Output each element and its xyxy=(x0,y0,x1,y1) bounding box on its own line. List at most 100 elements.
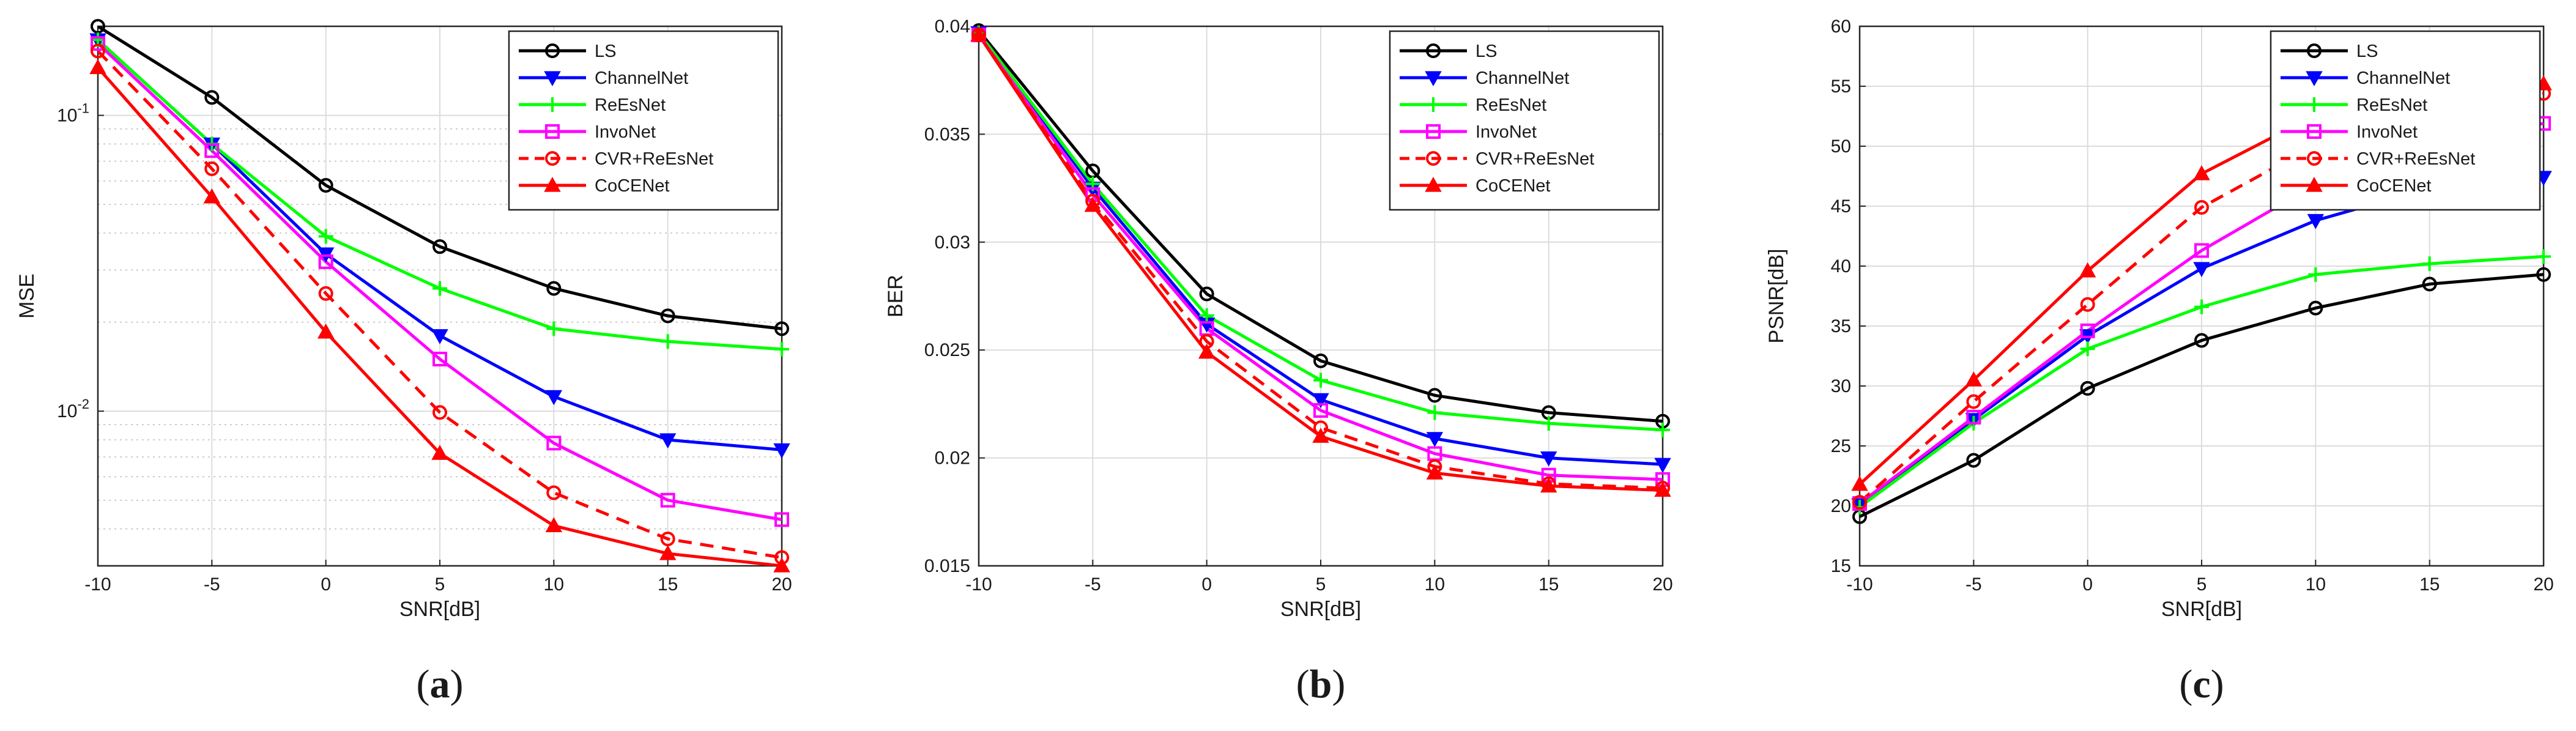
data-point-cocenet xyxy=(1851,475,1868,491)
data-point-invonet xyxy=(774,512,789,527)
x-tick-label: 0 xyxy=(321,574,331,595)
y-axis-title: MSE xyxy=(15,273,39,319)
legend-label: ReEsNet xyxy=(595,95,666,115)
y-tick-label: 30 xyxy=(1831,376,1851,396)
legend-label: CoCENet xyxy=(2356,176,2432,196)
legend-label: CoCENet xyxy=(595,176,670,196)
x-axis-title: SNR[dB] xyxy=(2161,598,2242,621)
data-point-reesnet xyxy=(546,321,562,336)
series-line-cvr-reesnet xyxy=(1860,92,2544,503)
panel-label: (a) xyxy=(417,662,464,707)
x-tick-label: 5 xyxy=(1316,574,1326,595)
legend-label: LS xyxy=(595,42,616,61)
y-tick-label-exponent: -2 xyxy=(77,396,89,412)
legend-swatch-marker xyxy=(544,71,561,87)
panel-label-close-paren: ) xyxy=(2211,662,2224,707)
data-point-reesnet xyxy=(1541,416,1556,431)
data-point-cocenet xyxy=(1198,343,1216,359)
data-point-cvr-reesnet xyxy=(432,405,447,420)
legend-swatch-marker xyxy=(2306,71,2323,87)
data-point-cocenet xyxy=(1084,196,1102,212)
y-tick-label: 15 xyxy=(1831,556,1851,576)
y-tick-label: 0.02 xyxy=(935,448,970,469)
legend-label: CVR+ReEsNet xyxy=(595,149,713,169)
legend-swatch-marker xyxy=(1426,151,1441,166)
legend-swatch-marker xyxy=(1425,71,1442,87)
x-tick-label: 5 xyxy=(435,574,445,595)
data-point-channelnet xyxy=(659,433,677,449)
data-point-cocenet xyxy=(1654,481,1671,497)
x-tick-label: 5 xyxy=(2197,574,2207,595)
data-point-ls xyxy=(2194,333,2209,348)
data-point-ls xyxy=(91,19,105,34)
data-point-cocenet xyxy=(89,59,106,75)
legend-label: ReEsNet xyxy=(1475,95,1546,115)
data-point-channelnet xyxy=(1312,393,1329,409)
data-point-ls xyxy=(1966,453,1981,468)
legend-swatch-marker xyxy=(2306,176,2323,192)
series-line-ls xyxy=(98,26,782,330)
marker-layer xyxy=(970,23,1671,497)
data-point-ls xyxy=(1313,353,1328,368)
y-tick-label-base: 10 xyxy=(57,106,77,126)
data-point-cocenet xyxy=(970,26,987,42)
data-point-ls xyxy=(2308,300,2323,316)
data-point-invonet xyxy=(2080,323,2095,338)
data-point-invonet xyxy=(1313,403,1328,418)
legend: LS ChannelNet ReEsNet InvoNet CVR+ReEsNet CoC… xyxy=(2270,30,2541,211)
x-tick-label: -10 xyxy=(84,574,111,595)
x-tick-label: 20 xyxy=(771,574,792,595)
data-point-cocenet xyxy=(1540,477,1557,493)
data-point-invonet xyxy=(2194,243,2209,258)
series-line-ls xyxy=(1860,273,2544,518)
data-point-cocenet xyxy=(2193,165,2210,180)
data-point-channelnet xyxy=(1654,458,1671,473)
data-point-invonet xyxy=(318,254,333,269)
panel-label: (c) xyxy=(2179,662,2224,707)
data-point-reesnet xyxy=(432,281,447,296)
data-point-ls xyxy=(2536,267,2551,282)
panel-label-open-paren: ( xyxy=(2179,662,2192,707)
legend-swatch-marker xyxy=(2307,97,2322,112)
data-point-invonet xyxy=(1966,409,1981,425)
y-tick-label: 10-2 xyxy=(57,396,89,421)
data-point-invonet xyxy=(204,143,220,158)
legend: LS ChannelNet ReEsNet InvoNet CVR+ReEsNet CoC… xyxy=(508,30,779,211)
y-tick-label: 0.025 xyxy=(924,340,970,360)
y-tick-label: 25 xyxy=(1831,436,1851,456)
legend-label: LS xyxy=(2356,42,2378,61)
legend-swatch-marker xyxy=(1426,124,1441,139)
data-point-reesnet xyxy=(2422,256,2437,272)
y-tick-label: 0.035 xyxy=(924,124,970,144)
legend-label: ChannelNet xyxy=(595,69,688,88)
data-point-reesnet xyxy=(2308,267,2323,282)
y-tick-label: 45 xyxy=(1831,196,1851,217)
legend-label: InvoNet xyxy=(595,122,656,142)
y-tick-label: 0.03 xyxy=(935,232,970,253)
data-point-cvr-reesnet xyxy=(1852,495,1867,510)
series-line-cvr-reesnet xyxy=(98,50,782,559)
data-point-cocenet xyxy=(545,517,563,532)
legend-swatch-marker xyxy=(1426,43,1441,58)
data-point-cocenet xyxy=(317,323,335,339)
data-point-channelnet xyxy=(1540,451,1557,467)
x-tick-label: 0 xyxy=(1201,574,1212,595)
data-point-cocenet xyxy=(2079,262,2096,278)
y-tick-label-base: 10 xyxy=(57,401,77,421)
x-tick-label: -10 xyxy=(1846,574,1873,595)
x-tick-label: -10 xyxy=(965,574,992,595)
y-tick-label: 10-1 xyxy=(57,101,89,126)
y-tick-label: 0.04 xyxy=(935,17,970,37)
legend-swatch-marker xyxy=(545,124,560,139)
legend: LS ChannelNet ReEsNet InvoNet CVR+ReEsNet CoC… xyxy=(1389,30,1660,211)
data-point-channelnet xyxy=(2193,262,2210,277)
legend-swatch-marker xyxy=(1426,97,1441,112)
data-point-cocenet xyxy=(431,445,448,460)
data-point-cocenet xyxy=(203,188,221,204)
data-point-reesnet xyxy=(2194,299,2209,314)
legend-swatch-marker xyxy=(545,151,560,166)
panel-label-letter: a xyxy=(430,662,450,707)
chart-panel-c: -10 -5 0 5 10 15 20 15 20 25 30 35 40 45 50 55 60 SNR[dB]… xyxy=(1765,17,2554,707)
x-tick-label: -5 xyxy=(1965,574,1982,595)
